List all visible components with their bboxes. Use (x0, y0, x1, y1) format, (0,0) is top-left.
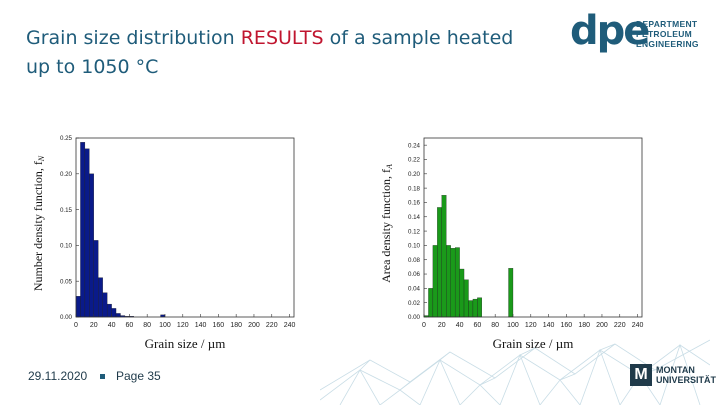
x-tick-label: 20 (438, 322, 446, 329)
y-tick-label: 0.12 (408, 228, 421, 235)
y-tick-label: 0.00 (60, 314, 73, 321)
x-tick-label: 100 (159, 322, 171, 329)
x-tick-label: 200 (596, 322, 608, 329)
x-tick-label: 180 (230, 322, 242, 329)
histogram-bar (115, 313, 121, 318)
university-logo-mark: M (630, 364, 652, 386)
y-tick-label: 0.20 (60, 171, 73, 178)
histogram-bar (463, 279, 469, 318)
plot-frame (75, 137, 295, 318)
x-tick-label: 220 (614, 322, 626, 329)
x-tick-label: 240 (284, 322, 296, 329)
y-tick-label: 0.22 (408, 157, 421, 164)
y-axis-label: Area density function, fA (379, 164, 394, 283)
histogram-bar (459, 268, 465, 318)
y-tick-label: 0.00 (408, 314, 421, 321)
title-highlight: RESULTS (240, 27, 324, 49)
x-tick-label: 240 (632, 322, 644, 329)
y-axis-label: Number density function, fN (31, 155, 46, 291)
y-axis-label-main: Number density function, f (31, 161, 45, 291)
x-tick-label: 160 (561, 322, 573, 329)
footer-date: 29.11.2020 (28, 369, 88, 383)
y-tick-label: 0.24 (408, 142, 421, 149)
x-tick-label: 220 (266, 322, 278, 329)
y-tick-label: 0.10 (60, 243, 73, 250)
y-tick-label: 0.10 (408, 243, 421, 250)
plot-frame (423, 137, 643, 318)
x-tick-label: 140 (195, 322, 207, 329)
university-line2: UNIVERSITÄT (656, 375, 717, 385)
number-density-chart: 0.00 0.05 0.10 0.15 0.20 0.25 0 20 40 60 80 100 120 1… (31, 135, 296, 351)
histogram-bar (75, 296, 81, 318)
x-tick-label: 120 (177, 322, 189, 329)
histogram-bar (472, 298, 478, 318)
histogram-bar (508, 268, 514, 318)
logo-line-petroleum: PETROLEUM (636, 29, 693, 39)
y-tick-label: 0.15 (60, 207, 73, 214)
y-tick-label: 0.06 (408, 271, 421, 278)
histogram-bar (98, 277, 103, 318)
slide-title: Grain size distribution RESULTS of a sam… (26, 24, 566, 82)
y-tick-label: 0.08 (408, 257, 421, 264)
x-tick-label: 160 (213, 322, 225, 329)
y-tick-label: 0.18 (408, 185, 421, 192)
y-axis-label-subscript: A (385, 164, 394, 170)
x-tick-label: 0 (422, 322, 426, 329)
x-tick-label: 20 (90, 322, 98, 329)
title-line1-end: of a sample heated (323, 27, 514, 49)
dpe-logo: dpe DEPARTMENT PETROLEUM ENGINEERING (570, 8, 700, 56)
histogram-bar (428, 288, 434, 318)
title-line1-start: Grain size distribution (26, 27, 241, 49)
university-line1: MONTAN (656, 365, 695, 375)
y-axis-label-subscript: N (37, 155, 46, 162)
area-density-chart: 0.00 0.02 0.04 0.06 0.08 0.10 0.12 0.14 0.16 0.18… (379, 137, 644, 351)
histogram-bar (450, 248, 456, 318)
histogram-bar (437, 207, 442, 318)
dpe-logo-mark: dpe (570, 8, 650, 54)
x-axis-label: Grain size / µm (493, 336, 574, 351)
histogram-bar (432, 245, 438, 318)
histogram-bar (454, 247, 460, 318)
x-tick-label: 200 (248, 322, 260, 329)
x-tick-label: 80 (143, 322, 151, 329)
histogram-bar (106, 303, 112, 318)
footer-separator (100, 374, 105, 379)
histogram-bar (441, 195, 447, 318)
logo-line-department: DEPARTMENT (636, 19, 698, 29)
histogram-bar (89, 173, 94, 318)
x-tick-label: 40 (108, 322, 116, 329)
y-tick-label: 0.25 (60, 135, 73, 142)
y-tick-label: 0.02 (408, 300, 421, 307)
x-tick-label: 100 (507, 322, 519, 329)
y-tick-label: 0.16 (408, 200, 421, 207)
logo-line-engineering: ENGINEERING (636, 39, 699, 49)
histogram-bar (468, 300, 474, 318)
x-tick-label: 0 (74, 322, 78, 329)
x-tick-label: 180 (578, 322, 590, 329)
x-tick-label: 80 (491, 322, 499, 329)
y-tick-label: 0.20 (408, 171, 421, 178)
y-axis-label-main: Area density function, f (379, 169, 393, 283)
histogram-bar (84, 148, 90, 318)
y-tick-label: 0.05 (60, 278, 73, 285)
x-tick-label: 60 (125, 322, 133, 329)
y-tick-label: 0.14 (408, 214, 421, 221)
x-axis-label: Grain size / µm (145, 336, 226, 351)
histogram-bar (111, 308, 117, 318)
histogram-bar (93, 240, 99, 318)
histogram-bar (477, 297, 482, 318)
y-tick-label: 0.04 (408, 286, 421, 293)
footer-page-number: Page 35 (116, 369, 161, 383)
dpe-logo-text: DEPARTMENT PETROLEUM ENGINEERING (636, 19, 699, 49)
x-tick-label: 40 (456, 322, 464, 329)
x-tick-label: 120 (525, 322, 537, 329)
x-tick-label: 60 (473, 322, 481, 329)
x-tick-label: 140 (543, 322, 555, 329)
histogram-bar (446, 245, 451, 318)
histogram-bar (80, 142, 86, 318)
university-logo-text: MONTAN UNIVERSITÄT (656, 365, 716, 385)
title-line2: up to 1050 °C (26, 56, 159, 78)
histogram-bar (102, 292, 108, 318)
montanuniversitaet-logo: M MONTAN UNIVERSITÄT (630, 364, 716, 386)
